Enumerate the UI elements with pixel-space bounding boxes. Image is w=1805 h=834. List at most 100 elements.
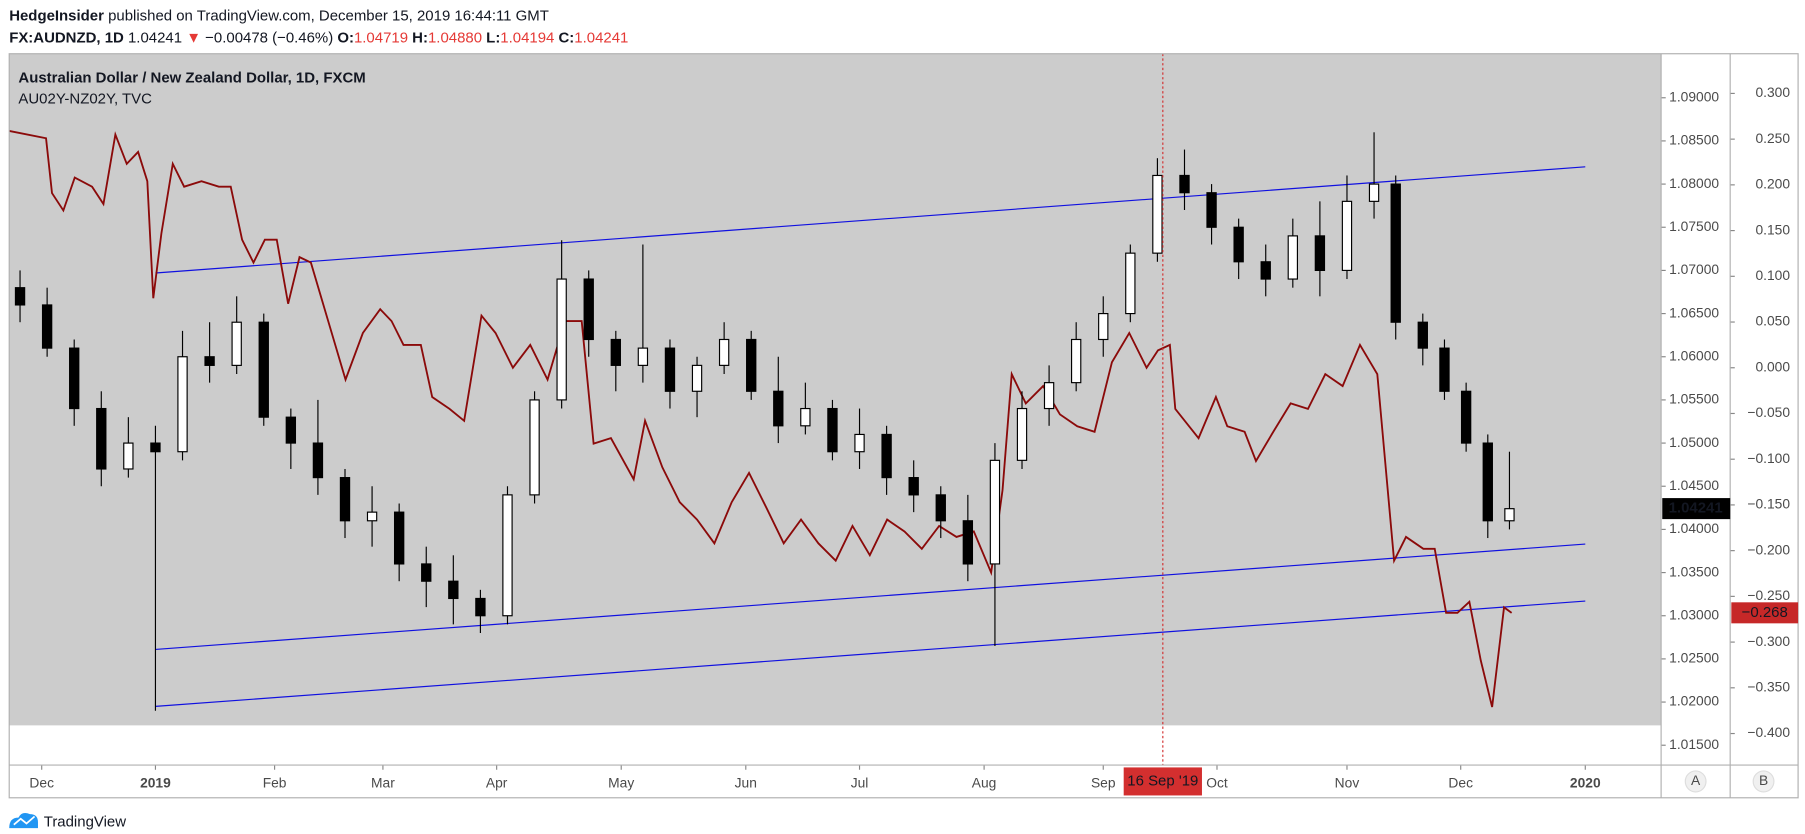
y-tick-label: 1.09000 [1669, 88, 1719, 104]
candle-body [231, 321, 242, 366]
high: 1.04880 [428, 29, 482, 46]
x-tick-label: Sep [1091, 774, 1116, 790]
x-tick-label: Dec [1448, 774, 1473, 790]
candle-body [718, 338, 730, 366]
last: 1.04241 [128, 29, 182, 46]
scale-button[interactable]: A [1684, 770, 1707, 793]
candle-body [285, 416, 297, 444]
candle-body [637, 347, 649, 366]
candle-body [475, 597, 486, 617]
author: HedgeInsider [9, 7, 104, 24]
candle-body [583, 278, 594, 341]
x-tick-label: Aug [972, 774, 997, 790]
candle-body [529, 399, 540, 496]
y-tick-label: 1.06000 [1669, 347, 1719, 363]
candle-body [421, 563, 432, 582]
y2-tick-label: −0.300 [1747, 633, 1790, 649]
y2-tick-label: 0.150 [1755, 221, 1790, 237]
candle-body [448, 580, 459, 600]
candle-body [1341, 200, 1353, 272]
candle-body [1439, 347, 1450, 392]
candle-body [69, 347, 80, 410]
x-tick-label: Jul [851, 774, 869, 790]
candle-body [1179, 174, 1190, 194]
crosshair-label: 16 Sep '19 [1127, 772, 1198, 789]
candle-body [989, 459, 1001, 565]
candle-body [881, 433, 892, 479]
candle-body [1043, 382, 1055, 410]
last-price-box [1662, 498, 1731, 520]
y-tick-label: 1.04500 [1669, 477, 1719, 493]
trendline [155, 600, 1586, 707]
close-label: C: [559, 29, 575, 46]
x-tick-label: Jun [735, 774, 757, 790]
candle-body [1098, 312, 1109, 341]
high-label: H: [412, 29, 428, 46]
overlay-legend: AU02Y-NZ02Y, TVC [18, 90, 152, 107]
y2-tick-label: −0.400 [1747, 724, 1790, 740]
close: 1.04241 [574, 29, 628, 46]
open: 1.04719 [354, 29, 408, 46]
candle-body [1482, 442, 1493, 522]
candle-body [854, 433, 865, 453]
candle-body [1417, 321, 1428, 349]
x-tick-label: Nov [1335, 774, 1360, 790]
brand: TradingView [44, 813, 126, 830]
y-tick-label: 1.07000 [1669, 261, 1719, 277]
low-label: L: [486, 29, 500, 46]
arrow: ▼ [186, 29, 201, 46]
candle-body [312, 442, 324, 479]
y2-tick-label: 0.200 [1755, 175, 1790, 191]
candle-body [1152, 174, 1163, 254]
y2-tick-label: 0.300 [1755, 84, 1790, 100]
candle-body [1016, 407, 1028, 461]
candle-body [1460, 390, 1472, 444]
candle-body [258, 321, 269, 418]
overlay-last-label: −0.268 [1742, 604, 1788, 621]
candle-body [556, 278, 567, 401]
y2-tick-label: 0.000 [1755, 358, 1790, 374]
y2-tick-label: −0.150 [1747, 496, 1790, 512]
y2-tick-label: 0.250 [1755, 130, 1790, 146]
candle-body [800, 407, 811, 427]
candle-body [1314, 235, 1326, 272]
candle-body [1206, 192, 1217, 228]
scale-button[interactable]: B [1752, 770, 1775, 793]
candle-body [177, 356, 188, 453]
change: −0.00478 (−0.46%) [205, 29, 333, 46]
candle-body [14, 287, 26, 306]
candle-body [1287, 235, 1298, 280]
candle-body [746, 338, 757, 392]
symbol: FX:AUDNZD, 1D [9, 29, 124, 46]
candle-body [366, 511, 378, 522]
candle-body [1390, 183, 1401, 323]
candle-body [502, 494, 513, 617]
frame [8, 53, 1799, 799]
logo-stroke [13, 815, 36, 826]
candle-body [691, 364, 703, 392]
candle-body [339, 477, 351, 522]
candle-body [773, 390, 784, 427]
published: published on TradingView.com, December 1… [108, 7, 549, 24]
overlay-last-box [1731, 602, 1799, 624]
y-tick-label: 1.02500 [1669, 650, 1719, 666]
last-price-label: 1.04241 [1669, 500, 1723, 517]
candle-body [1233, 226, 1244, 263]
quote-line: FX:AUDNZD, 1D 1.04241 ▼ −0.00478 (−0.46%… [9, 29, 628, 46]
candle-body [1125, 252, 1136, 315]
x-tick-label: 2019 [140, 774, 171, 790]
candle-body [827, 407, 838, 453]
overlay-line [9, 129, 1513, 708]
scale-button-label: B [1759, 772, 1768, 788]
y-tick-label: 1.07500 [1669, 218, 1719, 234]
candle-body [1070, 338, 1082, 384]
footer-logo[interactable]: TradingView [9, 812, 126, 830]
y2-tick-label: 0.100 [1755, 267, 1790, 283]
candle-body [1368, 183, 1380, 202]
y2-tick-label: −0.200 [1747, 541, 1790, 557]
candle-body [393, 511, 405, 565]
candle-body [204, 356, 215, 366]
candle-body [1260, 261, 1271, 280]
open-label: O: [337, 29, 354, 46]
